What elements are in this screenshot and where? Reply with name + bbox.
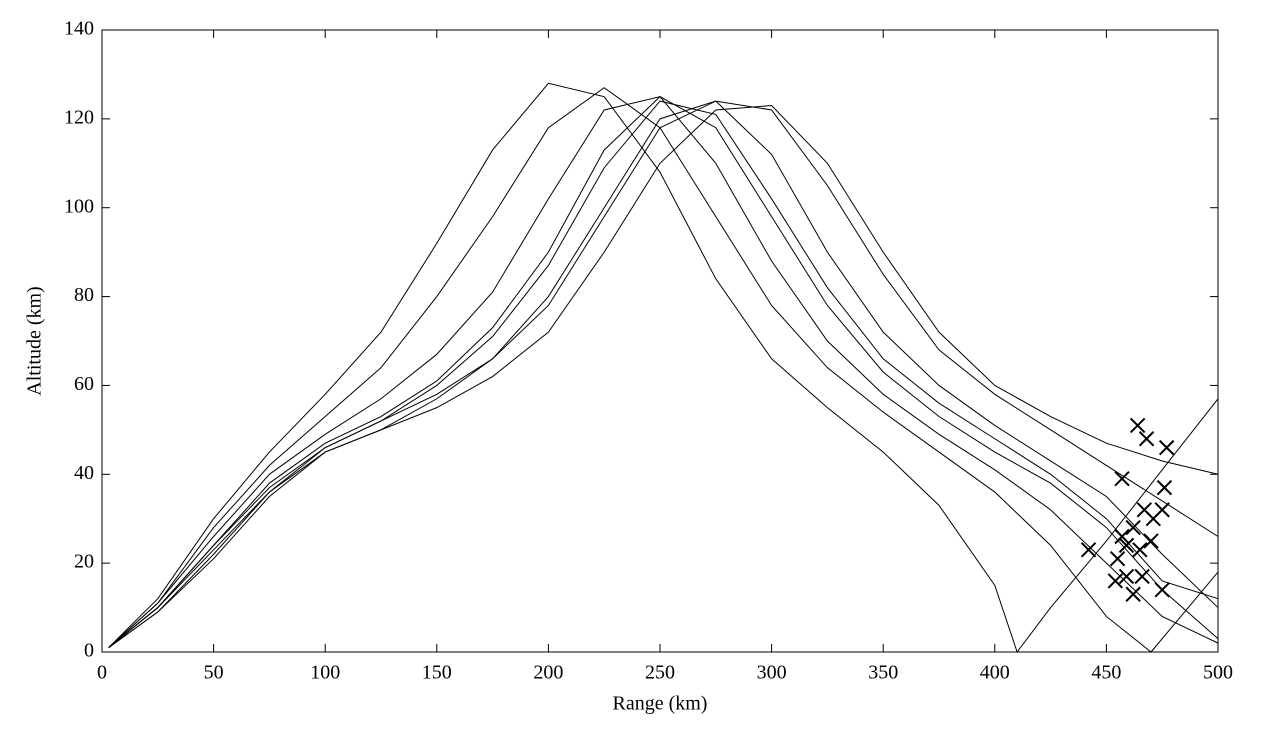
y-tick-label: 0 [84,640,94,662]
x-axis-label: Range (km) [613,693,708,715]
y-axis-label: Altitude (km) [24,286,46,395]
impact-marker [1154,582,1170,598]
trajectory-line [108,100,1219,648]
trajectory-line [108,82,1219,654]
y-tick-label: 40 [74,462,94,484]
impact-marker [1125,519,1141,536]
x-tick-label: 450 [1091,662,1121,684]
x-tick-label: 0 [97,662,107,684]
impact-marker [1118,568,1135,585]
x-tick-label: 500 [1203,662,1233,684]
trajectory-line [108,87,1219,653]
y-tick-label: 100 [64,195,94,217]
y-tick-label: 140 [64,18,94,40]
x-tick-label: 350 [868,662,898,684]
x-tick-label: 50 [204,662,224,684]
impact-marker [1109,550,1126,567]
x-tick-label: 200 [533,662,563,684]
x-tick-label: 150 [422,662,452,684]
impact-marker [1114,528,1130,545]
y-tick-label: 80 [74,284,94,306]
impact-marker [1158,439,1175,456]
impact-marker [1129,417,1146,434]
x-tick-label: 100 [310,662,340,684]
plot-frame [101,29,1219,653]
y-tick-label: 120 [64,106,94,128]
x-tick-label: 250 [645,662,675,684]
impact-marker [1134,568,1150,585]
x-tick-label: 400 [980,662,1010,684]
trajectory-line [108,105,1219,648]
impact-marker [1107,573,1124,589]
impact-marker [1118,537,1135,554]
trajectory-line [108,100,1219,648]
trajectory-line [108,100,1219,648]
impact-marker [1114,471,1130,487]
x-tick-label: 300 [757,662,787,684]
impact-marker [1125,586,1141,602]
impact-marker [1132,542,1148,558]
impact-marker [1080,542,1097,558]
y-tick-label: 20 [74,551,94,573]
impact-marker [1145,511,1161,527]
impact-marker [1138,431,1155,447]
impact-marker [1143,533,1159,549]
trajectory-line [108,96,1219,648]
y-tick-label: 60 [74,373,94,395]
impact-marker [1156,479,1173,496]
